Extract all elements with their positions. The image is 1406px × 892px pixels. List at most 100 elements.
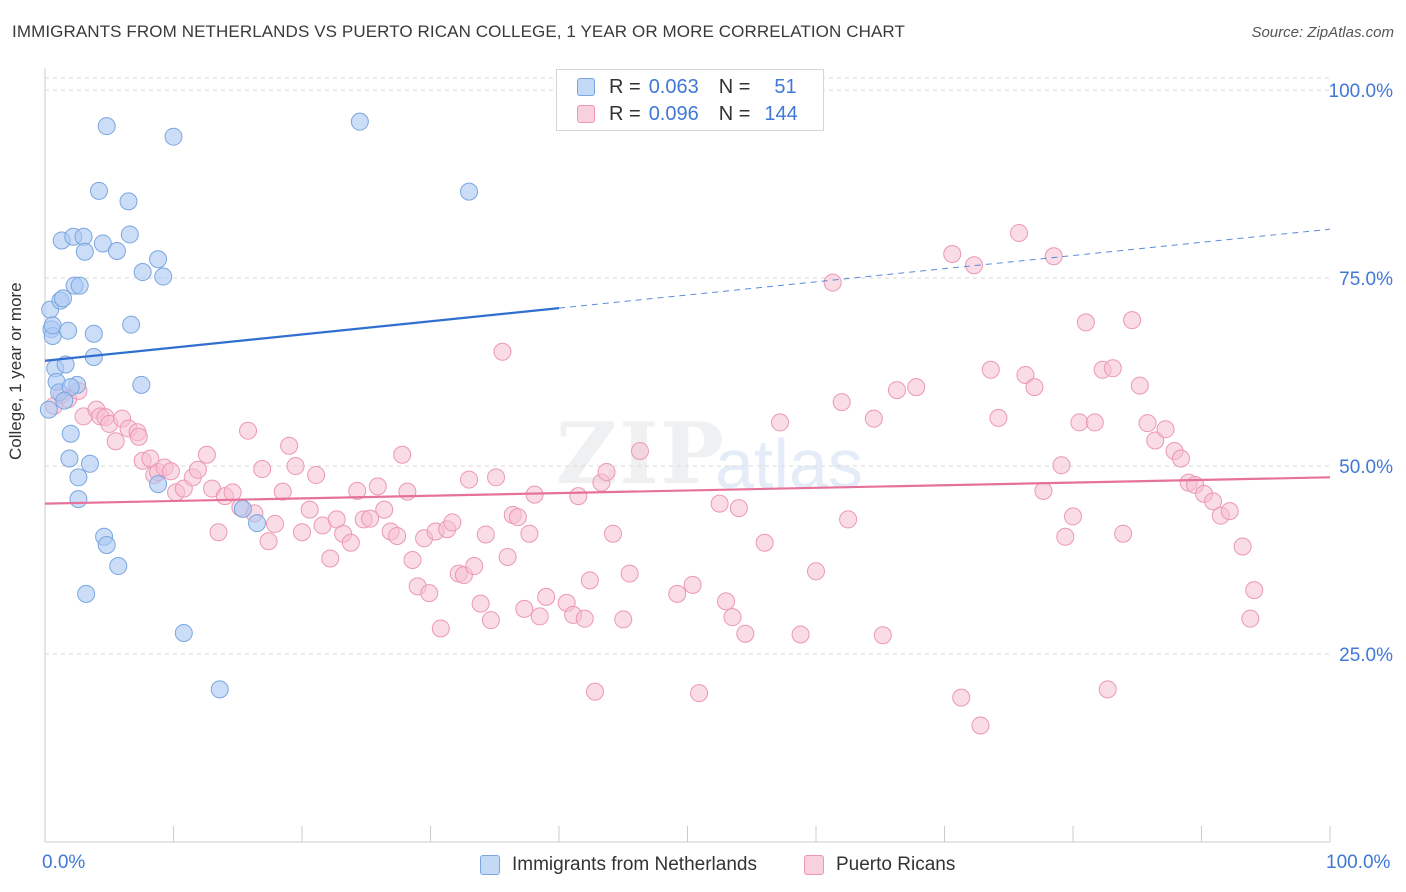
pink-data-point bbox=[508, 508, 527, 527]
pink-data-point bbox=[188, 460, 207, 479]
pink-data-point bbox=[771, 413, 790, 432]
blue-data-point bbox=[248, 514, 267, 533]
legend-item-puerto-ricans: Puerto Ricans bbox=[804, 854, 955, 876]
pink-data-point bbox=[683, 575, 702, 594]
pink-data-point bbox=[530, 607, 549, 626]
blue-data-point bbox=[69, 490, 88, 509]
blue-data-point bbox=[61, 424, 80, 443]
pink-data-point bbox=[1064, 507, 1082, 526]
blue-data-point bbox=[174, 623, 193, 642]
pink-data-point bbox=[1098, 680, 1117, 699]
pink-data-point bbox=[300, 500, 319, 519]
pink-data-point bbox=[1171, 449, 1190, 468]
legend-row-netherlands: R = 0.063 N = 51 bbox=[577, 74, 797, 100]
blue-data-point bbox=[97, 117, 116, 136]
blue-trend-line-extension bbox=[558, 228, 1331, 309]
legend-item-netherlands: Immigrants from Netherlands bbox=[480, 854, 757, 876]
blue-data-point bbox=[56, 355, 75, 374]
pink-data-point bbox=[403, 551, 422, 570]
pink-data-point bbox=[266, 514, 285, 533]
pink-data-point bbox=[1044, 247, 1063, 266]
pink-data-point bbox=[520, 524, 539, 543]
pink-data-point bbox=[1241, 609, 1260, 628]
blue-data-point bbox=[39, 400, 58, 419]
pink-data-point bbox=[1016, 366, 1035, 385]
pink-trend-line bbox=[44, 476, 1331, 505]
pink-data-point bbox=[1052, 456, 1071, 475]
blue-data-point bbox=[107, 241, 126, 260]
pink-data-point bbox=[280, 436, 299, 455]
pink-data-point bbox=[603, 524, 622, 543]
pink-data-point bbox=[239, 421, 258, 440]
pink-data-point bbox=[614, 610, 633, 629]
pink-data-point bbox=[717, 592, 736, 611]
blue-data-point bbox=[60, 449, 79, 468]
pink-data-point bbox=[1056, 527, 1075, 546]
pink-data-point bbox=[907, 378, 926, 397]
pink-data-point bbox=[493, 342, 512, 361]
blue-data-point bbox=[93, 234, 112, 253]
pink-data-point bbox=[515, 599, 534, 618]
pink-data-point bbox=[393, 445, 412, 464]
pink-data-point bbox=[1034, 481, 1053, 500]
pink-data-point bbox=[348, 481, 367, 500]
pink-data-point bbox=[971, 716, 990, 735]
pink-data-point bbox=[807, 562, 825, 581]
blue-data-point bbox=[132, 375, 151, 394]
pink-data-point bbox=[823, 273, 842, 292]
pink-data-point bbox=[161, 462, 180, 481]
y-tick-label: 25.0% bbox=[1339, 645, 1393, 666]
pink-data-point bbox=[1123, 311, 1142, 330]
legend-n-value: 144 bbox=[764, 102, 798, 125]
pink-data-point bbox=[1156, 420, 1175, 439]
blue-data-point bbox=[59, 321, 78, 340]
legend-label-puerto-ricans: Puerto Ricans bbox=[836, 854, 956, 875]
blue-data-point bbox=[149, 250, 168, 269]
pink-data-point bbox=[580, 571, 599, 590]
pink-data-point bbox=[253, 460, 272, 479]
pink-data-point bbox=[1245, 581, 1264, 600]
blue-data-point bbox=[154, 267, 173, 286]
blue-data-point bbox=[460, 182, 479, 201]
pink-data-point bbox=[569, 487, 588, 506]
pink-data-point bbox=[1146, 431, 1165, 450]
legend-swatch-pink bbox=[577, 105, 595, 123]
blue-data-point bbox=[84, 324, 103, 343]
pink-data-point bbox=[209, 523, 228, 542]
blue-data-point bbox=[70, 276, 89, 295]
pink-data-point bbox=[723, 608, 742, 627]
legend-n-label: N = bbox=[718, 102, 751, 125]
pink-data-point bbox=[575, 609, 594, 628]
pink-data-point bbox=[273, 482, 292, 501]
blue-data-point bbox=[55, 391, 74, 410]
y-tick-label: 75.0% bbox=[1339, 269, 1393, 290]
pink-data-point bbox=[736, 624, 755, 643]
blue-data-point bbox=[122, 315, 141, 334]
x-tick-label-max: 100.0% bbox=[1326, 852, 1391, 873]
legend-n-label: N = bbox=[718, 75, 751, 98]
pink-data-point bbox=[989, 408, 1008, 427]
legend-swatch-blue bbox=[577, 78, 595, 96]
pink-data-point bbox=[286, 457, 305, 476]
pink-data-point bbox=[1138, 414, 1157, 433]
blue-data-point bbox=[233, 499, 252, 518]
blue-data-point bbox=[119, 192, 138, 211]
pink-data-point bbox=[361, 509, 380, 528]
pink-data-point bbox=[1114, 524, 1133, 543]
x-tick-label-min: 0.0% bbox=[42, 852, 86, 873]
pink-data-point bbox=[375, 500, 394, 519]
pink-data-point bbox=[481, 611, 500, 630]
pink-data-point bbox=[431, 619, 450, 638]
correlation-legend: R = 0.063 N = 51 R = 0.096 N = 144 bbox=[556, 69, 824, 131]
pink-data-point bbox=[537, 587, 556, 606]
pink-data-point bbox=[1233, 537, 1252, 556]
blue-data-point bbox=[109, 557, 128, 576]
blue-trend-line bbox=[44, 307, 560, 362]
legend-swatch-pink bbox=[804, 855, 824, 875]
pink-data-point bbox=[476, 525, 495, 544]
pink-data-point bbox=[887, 381, 906, 400]
pink-data-point bbox=[729, 499, 748, 518]
pink-data-point bbox=[839, 510, 858, 529]
pink-data-point bbox=[307, 466, 326, 485]
pink-data-point bbox=[460, 470, 479, 489]
